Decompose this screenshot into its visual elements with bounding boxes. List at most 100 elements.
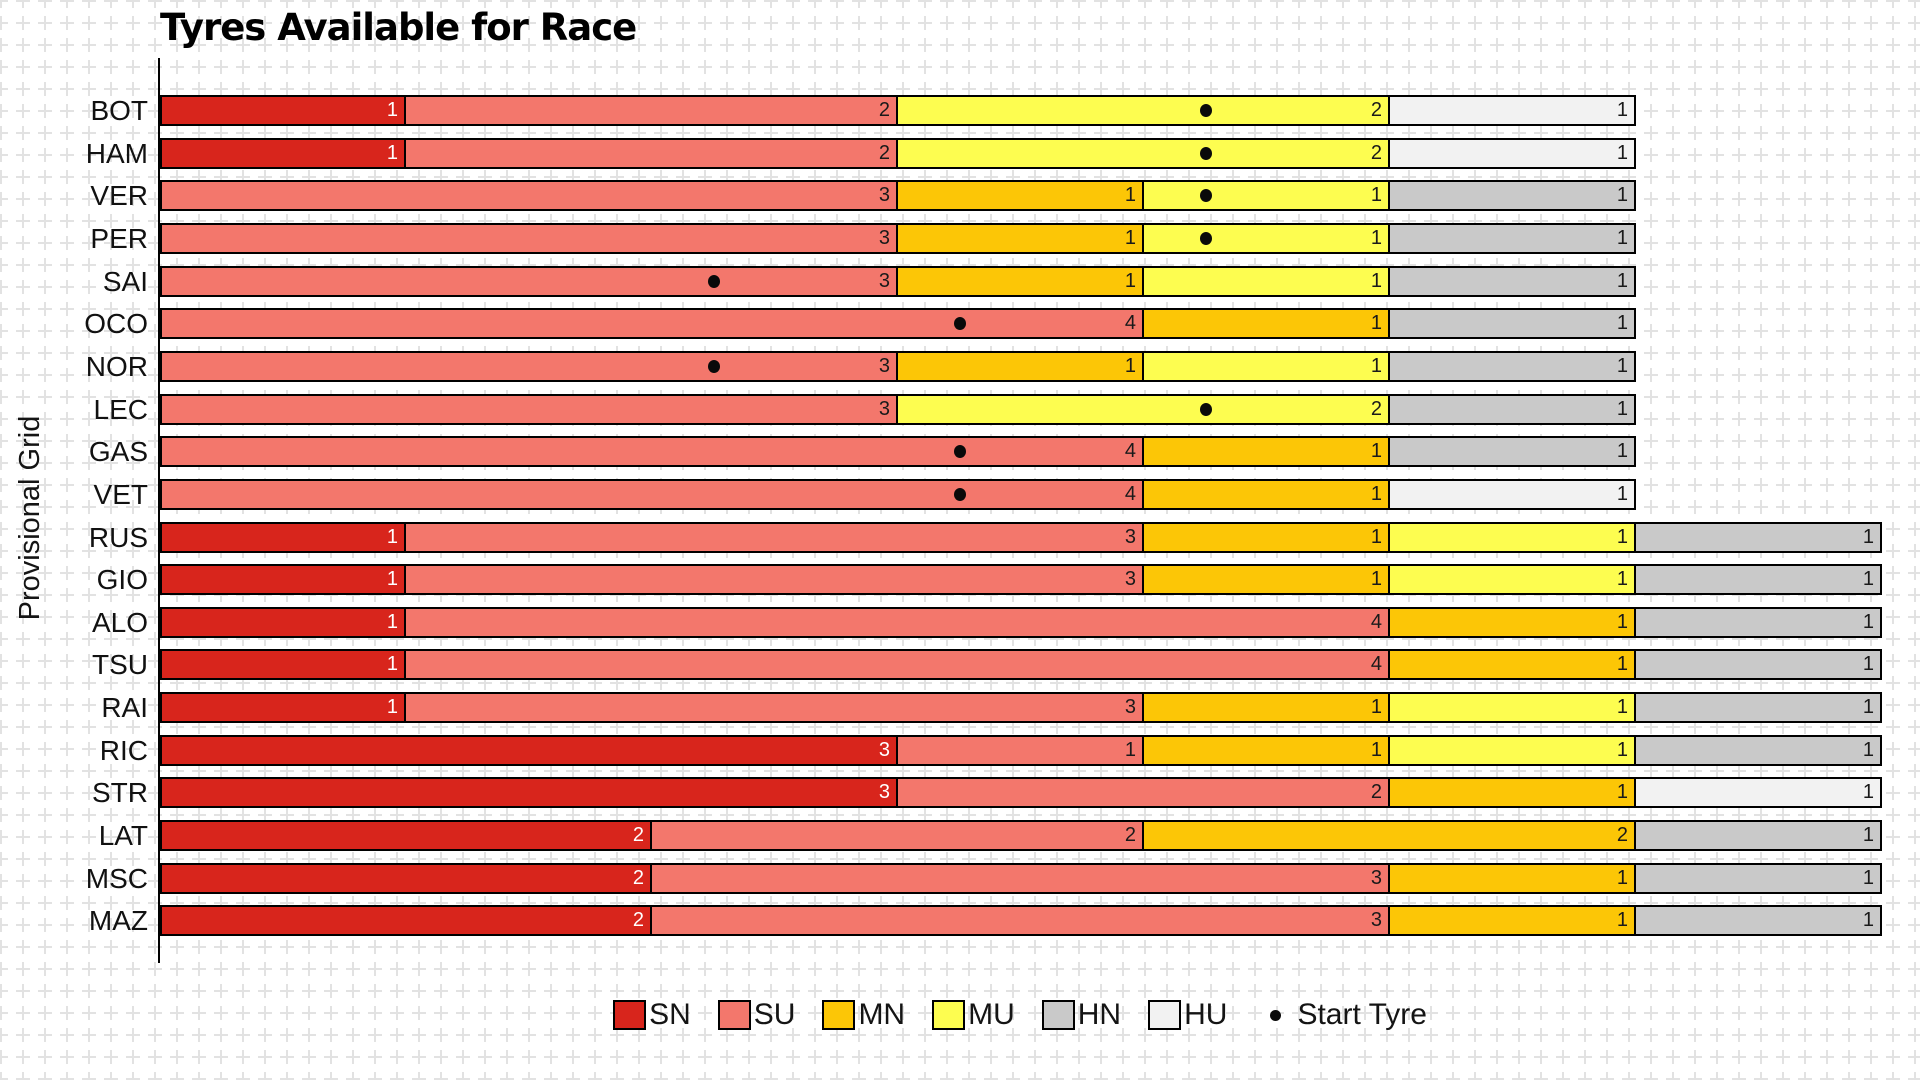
bar-segment-tsu-sn: 1 [160,649,406,681]
segment-value: 1 [1616,269,1628,292]
segment-value: 2 [878,141,890,164]
bar-segment-ric-sn: 3 [160,734,898,766]
bar-segment-ham-hu: 1 [1388,137,1636,169]
bar-row-ric: RIC 3 1 1 1 1 [0,734,1920,766]
segment-value: 3 [1124,696,1136,719]
segment-value: 4 [1370,653,1382,676]
segment-value: 1 [386,696,398,719]
bar-segment-ric-mn: 1 [1142,734,1390,766]
bar-segment-ver-mn: 1 [896,180,1144,212]
ytick-label-vet: VET [93,478,148,510]
bar-segment-ver-mu: 1 [1142,180,1390,212]
bar-segment-str-mn: 1 [1388,777,1636,809]
bar-segment-gio-mu: 1 [1388,564,1636,596]
segment-value: 1 [386,525,398,548]
bar-segment-ver-su: 3 [160,180,898,212]
bar-segment-rus-su: 3 [404,521,1144,553]
chart-title: Tyres Available for Race [160,6,637,49]
segment-value: 1 [386,653,398,676]
bar-row-rus: RUS 1 3 1 1 1 [0,521,1920,553]
bar-segment-gas-hn: 1 [1388,436,1636,468]
bar-segment-vet-mn: 1 [1142,478,1390,510]
bar-row-alo: ALO 1 4 1 1 [0,606,1920,638]
segment-value: 1 [1616,99,1628,121]
bar-segment-nor-mn: 1 [896,350,1144,382]
legend-swatch-sn [613,1000,647,1030]
segment-value: 1 [1616,781,1628,804]
legend-swatch-hn [1041,1000,1075,1030]
bar-segment-rai-sn: 1 [160,692,406,724]
segment-value: 2 [632,866,644,889]
segment-value: 1 [1124,226,1136,249]
bar-segment-lat-su: 2 [650,820,1144,852]
segment-value: 4 [1124,440,1136,463]
bar-segment-nor-mu: 1 [1142,350,1390,382]
segment-value: 2 [1370,781,1382,804]
bar-segment-maz-hn: 1 [1634,905,1882,937]
ytick-label-lec: LEC [93,393,148,425]
bar-segment-maz-mn: 1 [1388,905,1636,937]
bar-segment-oco-mn: 1 [1142,308,1390,340]
bar-row-ver: VER 3 1 1 1 [0,180,1920,212]
bar-segment-maz-su: 3 [650,905,1390,937]
segment-value: 1 [1862,824,1874,847]
bar-segment-rus-hn: 1 [1634,521,1882,553]
start-tyre-dot [953,487,966,501]
segment-value: 4 [1370,610,1382,633]
segment-value: 3 [878,781,890,804]
segment-value: 1 [1616,184,1628,207]
bar-segment-ham-sn: 1 [160,137,406,169]
segment-value: 1 [386,610,398,633]
bar-segment-alo-hn: 1 [1634,606,1882,638]
bar-row-tsu: TSU 1 4 1 1 [0,649,1920,681]
segment-value: 2 [1370,99,1382,121]
bar-segment-alo-su: 4 [404,606,1390,638]
bar-segment-alo-mn: 1 [1388,606,1636,638]
start-tyre-dot [953,317,966,331]
bar-segment-msc-su: 3 [650,862,1390,894]
legend-item-hn: HN [1041,998,1121,1032]
segment-value: 3 [878,397,890,420]
bar-segment-msc-hn: 1 [1634,862,1882,894]
legend-label-mu: MU [968,998,1015,1031]
start-tyre-dot [1199,146,1212,160]
bar-segment-per-hn: 1 [1388,222,1636,254]
segment-value: 1 [1862,653,1874,676]
bar-row-sai: SAI 3 1 1 1 [0,265,1920,297]
bar-segment-gas-su: 4 [160,436,1144,468]
bar-segment-alo-sn: 1 [160,606,406,638]
bar-segment-rus-mu: 1 [1388,521,1636,553]
bar-segment-tsu-hn: 1 [1634,649,1882,681]
segment-value: 3 [878,269,890,292]
start-tyre-dot [707,274,720,288]
bar-row-gas: GAS 4 1 1 [0,436,1920,468]
segment-value: 1 [1862,738,1874,761]
bar-segment-oco-hn: 1 [1388,308,1636,340]
legend-item-hu: HU [1148,998,1227,1032]
ytick-label-maz: MAZ [88,905,148,937]
bar-row-str: STR 3 2 1 1 [0,777,1920,809]
bar-row-vet: VET 4 1 1 [0,478,1920,510]
segment-value: 1 [1616,738,1628,761]
segment-value: 2 [878,99,890,121]
bar-segment-ric-mu: 1 [1388,734,1636,766]
legend-swatch-mu [932,1000,966,1030]
bar-segment-lat-hn: 1 [1634,820,1882,852]
segment-value: 1 [1616,610,1628,633]
bar-segment-gio-mn: 1 [1142,564,1390,596]
ytick-label-bot: BOT [90,95,148,126]
bar-segment-nor-su: 3 [160,350,898,382]
start-tyre-legend-dot-icon [1270,1009,1282,1021]
bar-segment-maz-sn: 2 [160,905,652,937]
segment-value: 1 [1616,696,1628,719]
legend-label-su: SU [753,998,796,1031]
bar-row-nor: NOR 3 1 1 1 [0,350,1920,382]
segment-value: 1 [1616,354,1628,377]
segment-value: 3 [878,184,890,207]
segment-value: 1 [1862,568,1874,591]
bar-segment-rus-mn: 1 [1142,521,1390,553]
bar-segment-bot-hu: 1 [1388,95,1636,126]
segment-value: 3 [878,738,890,761]
start-tyre-dot [953,445,966,459]
bar-segment-sai-su: 3 [160,265,898,297]
